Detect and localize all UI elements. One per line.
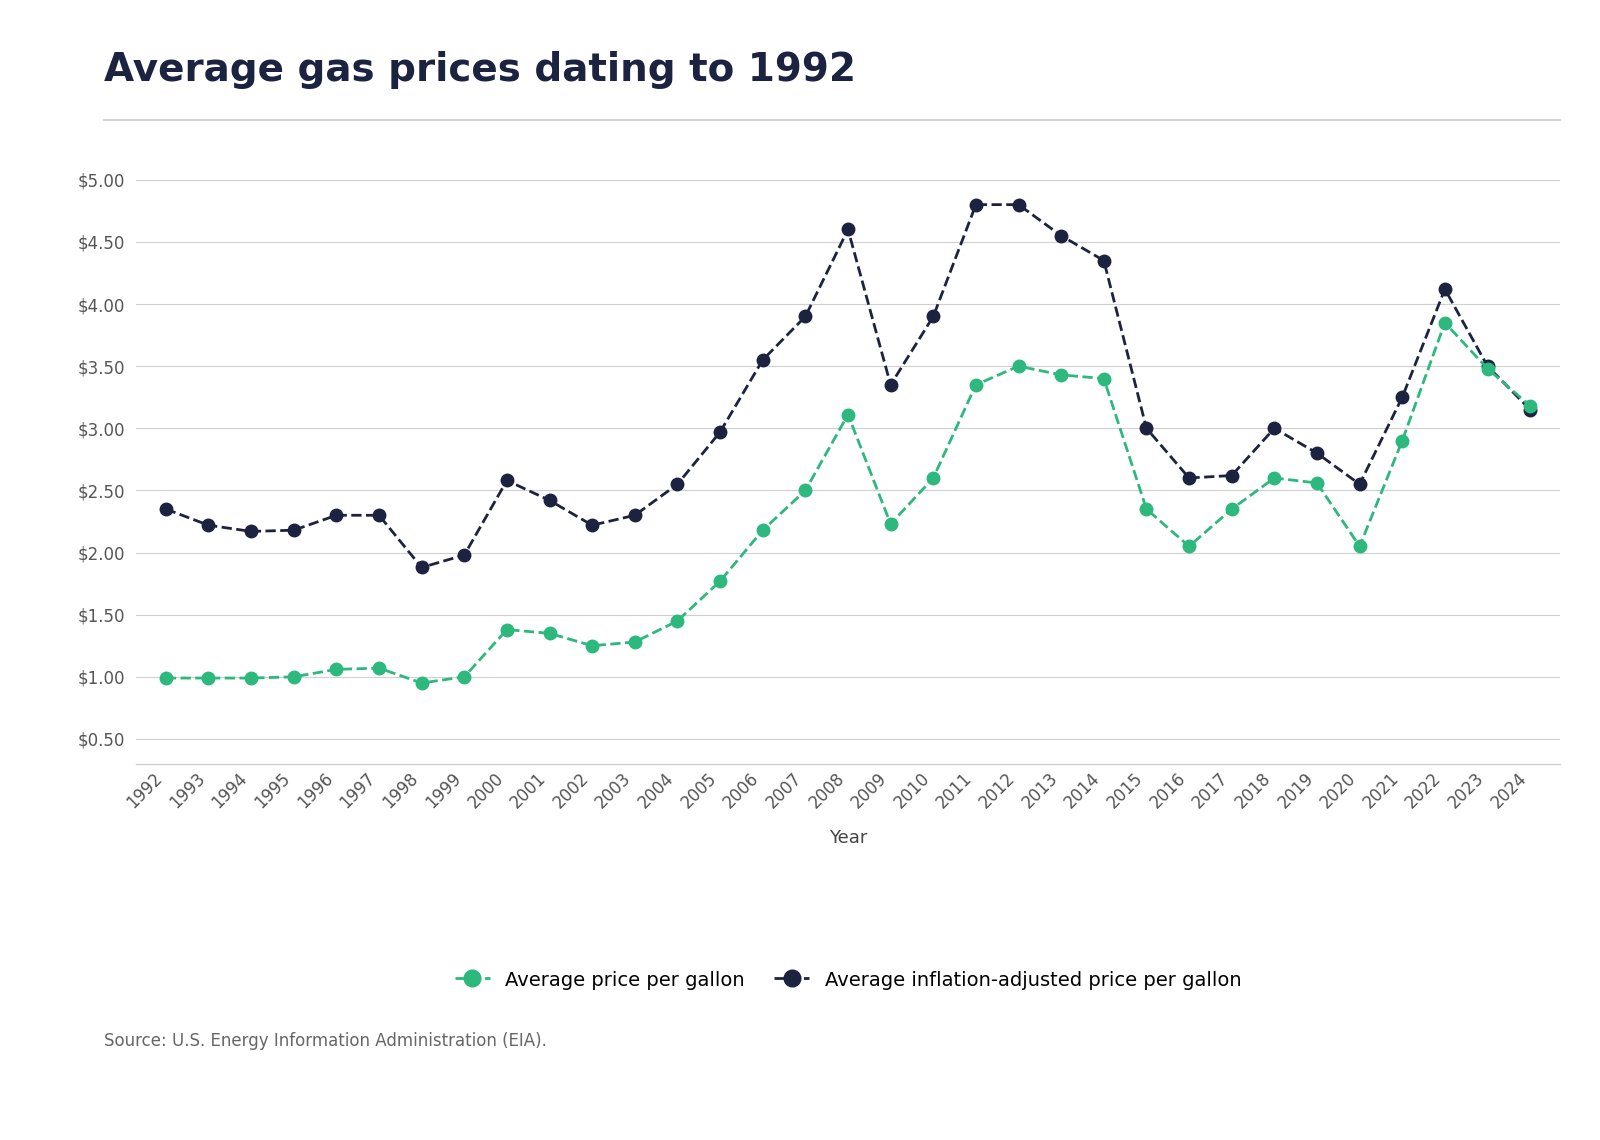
Average inflation-adjusted price per gallon xyxy=(923,310,942,324)
Average inflation-adjusted price per gallon xyxy=(370,508,389,522)
Average inflation-adjusted price per gallon xyxy=(1179,471,1198,484)
Average inflation-adjusted price per gallon xyxy=(198,519,218,532)
Average price per gallon xyxy=(923,471,942,484)
Average price per gallon xyxy=(1222,503,1242,516)
Average inflation-adjusted price per gallon xyxy=(1478,359,1498,373)
Average inflation-adjusted price per gallon xyxy=(1010,197,1029,211)
Average inflation-adjusted price per gallon xyxy=(838,222,858,236)
Average inflation-adjusted price per gallon xyxy=(966,197,986,211)
Average inflation-adjusted price per gallon xyxy=(582,519,602,532)
Average inflation-adjusted price per gallon xyxy=(1520,402,1539,416)
Average price per gallon xyxy=(626,635,645,649)
Average inflation-adjusted price per gallon xyxy=(285,523,304,537)
Text: Source: U.S. Energy Information Administration (EIA).: Source: U.S. Energy Information Administ… xyxy=(104,1032,547,1050)
Average price per gallon xyxy=(242,671,261,685)
Average inflation-adjusted price per gallon xyxy=(626,508,645,522)
Average inflation-adjusted price per gallon xyxy=(1138,422,1157,435)
Average price per gallon xyxy=(413,676,432,690)
Average price per gallon xyxy=(498,622,517,636)
Average inflation-adjusted price per gallon xyxy=(157,503,176,516)
Average inflation-adjusted price per gallon xyxy=(882,378,901,392)
Average price per gallon xyxy=(882,518,901,531)
Average inflation-adjusted price per gallon xyxy=(754,353,773,367)
Average price per gallon xyxy=(1435,316,1454,329)
Average price per gallon xyxy=(285,670,304,684)
Average price per gallon xyxy=(326,662,346,676)
Average inflation-adjusted price per gallon xyxy=(1392,390,1411,404)
Legend: Average price per gallon, Average inflation-adjusted price per gallon: Average price per gallon, Average inflat… xyxy=(454,970,1242,991)
Average price per gallon xyxy=(582,638,602,652)
Average price per gallon xyxy=(966,378,986,392)
Average price per gallon xyxy=(1392,434,1411,448)
Average inflation-adjusted price per gallon xyxy=(539,494,558,507)
Line: Average inflation-adjusted price per gallon: Average inflation-adjusted price per gal… xyxy=(160,198,1536,573)
Average price per gallon xyxy=(838,408,858,422)
Average inflation-adjusted price per gallon xyxy=(795,310,814,324)
Average price per gallon xyxy=(1010,359,1029,373)
Average inflation-adjusted price per gallon xyxy=(1264,422,1283,435)
Average price per gallon xyxy=(754,523,773,537)
Average inflation-adjusted price per gallon xyxy=(667,478,686,491)
X-axis label: Year: Year xyxy=(829,829,867,847)
Text: Average gas prices dating to 1992: Average gas prices dating to 1992 xyxy=(104,51,856,89)
Average price per gallon xyxy=(1307,477,1326,490)
Average inflation-adjusted price per gallon xyxy=(710,425,730,439)
Average price per gallon xyxy=(1051,368,1070,382)
Average price per gallon xyxy=(370,661,389,675)
Average price per gallon xyxy=(157,671,176,685)
Average price per gallon xyxy=(1179,539,1198,553)
Average inflation-adjusted price per gallon xyxy=(1435,283,1454,296)
Average price per gallon xyxy=(198,671,218,685)
Average price per gallon xyxy=(1138,503,1157,516)
Average inflation-adjusted price per gallon xyxy=(1350,478,1370,491)
Line: Average price per gallon: Average price per gallon xyxy=(160,317,1536,690)
Average inflation-adjusted price per gallon xyxy=(454,548,474,562)
Average price per gallon xyxy=(539,627,558,641)
Average price per gallon xyxy=(795,483,814,497)
Average price per gallon xyxy=(454,670,474,684)
Average inflation-adjusted price per gallon xyxy=(1307,446,1326,459)
Average price per gallon xyxy=(1478,361,1498,375)
Average price per gallon xyxy=(1350,539,1370,553)
Average inflation-adjusted price per gallon xyxy=(242,524,261,538)
Average inflation-adjusted price per gallon xyxy=(498,473,517,487)
Average price per gallon xyxy=(710,575,730,588)
Average inflation-adjusted price per gallon xyxy=(1094,254,1114,268)
Average inflation-adjusted price per gallon xyxy=(326,508,346,522)
Average inflation-adjusted price per gallon xyxy=(1222,469,1242,482)
Average price per gallon xyxy=(1094,372,1114,385)
Average inflation-adjusted price per gallon xyxy=(1051,229,1070,243)
Average inflation-adjusted price per gallon xyxy=(413,561,432,575)
Average price per gallon xyxy=(667,614,686,628)
Average price per gallon xyxy=(1520,399,1539,413)
Average price per gallon xyxy=(1264,471,1283,484)
